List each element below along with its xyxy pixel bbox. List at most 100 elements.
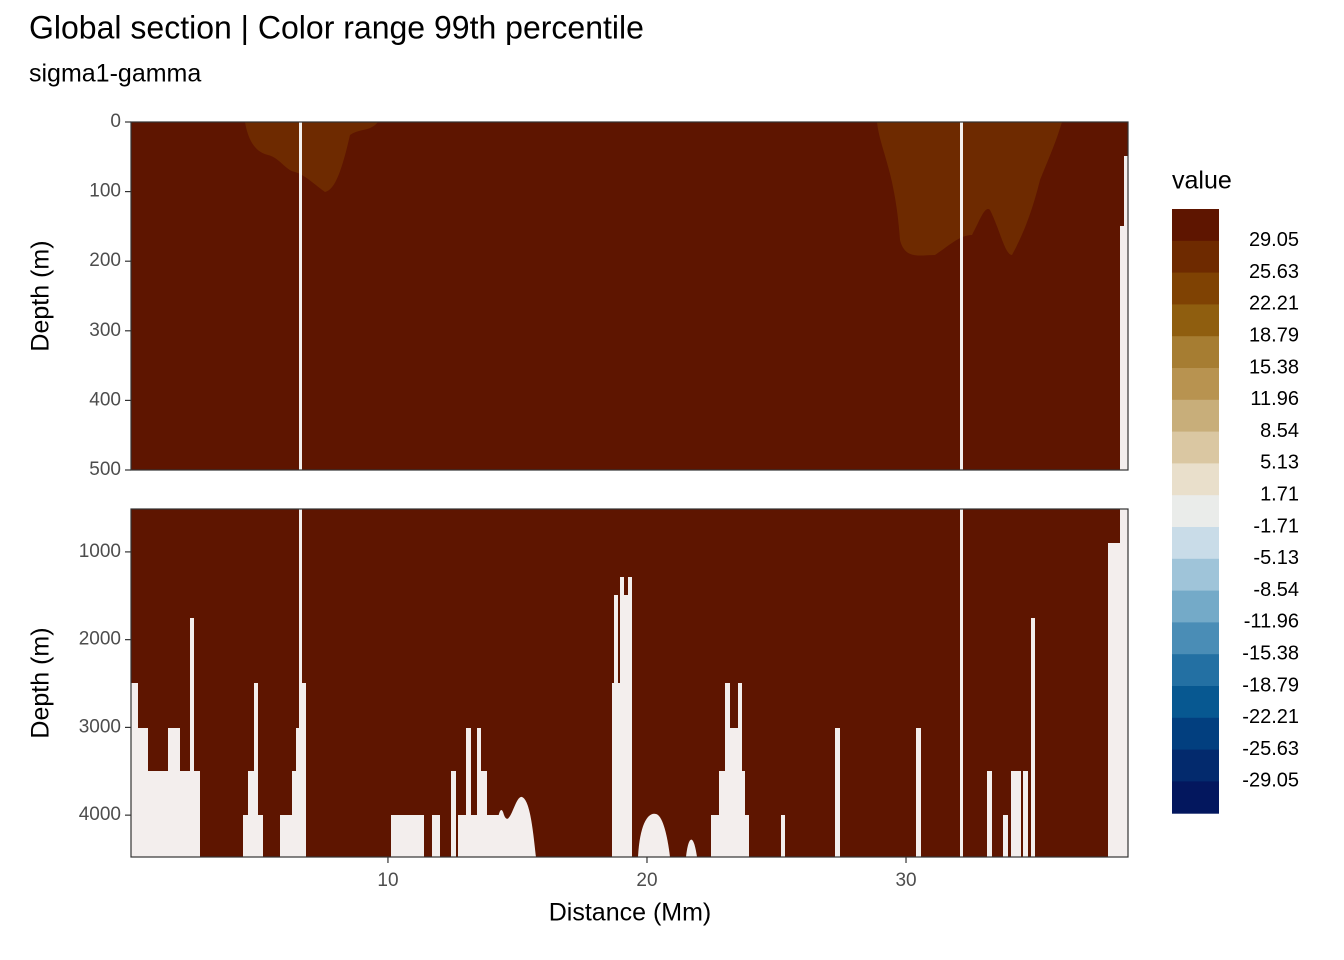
legend-label: -25.63 — [1242, 738, 1299, 760]
legend-swatch — [1172, 654, 1219, 687]
x-tick-label: 20 — [636, 870, 657, 891]
gap — [987, 771, 992, 857]
legend-label: -29.05 — [1242, 770, 1299, 792]
legend-swatch — [1172, 336, 1219, 369]
gap — [302, 683, 306, 857]
legend-swatch — [1172, 686, 1219, 719]
legend-swatch — [1172, 590, 1219, 623]
gap — [725, 683, 730, 857]
y-axis-label: Depth (m) — [27, 627, 55, 738]
gap — [138, 728, 148, 857]
legend-swatch — [1172, 781, 1219, 814]
chart-title: Global section | Color range 99th percen… — [29, 9, 644, 45]
legend-label: -18.79 — [1242, 674, 1299, 696]
legend-swatch — [1172, 304, 1219, 337]
gap — [638, 813, 670, 857]
gap — [471, 815, 477, 857]
x-tick-label: 30 — [895, 870, 916, 891]
gap — [194, 771, 200, 857]
legend-label: -1.71 — [1253, 515, 1299, 537]
gap — [391, 815, 424, 857]
frames: 0 100 200 300 400 500 1000 2000 3000 4000 10 20 30 — [79, 111, 1129, 891]
gap — [451, 771, 456, 857]
legend-swatch — [1172, 622, 1219, 655]
y-tick-label: 100 — [89, 181, 121, 202]
legend-swatch — [1172, 717, 1219, 751]
legend-swatch — [1172, 209, 1219, 242]
y-tick-label: 300 — [89, 320, 121, 341]
gap — [148, 771, 170, 857]
y-tick-label: 400 — [89, 389, 121, 410]
legend-label: -15.38 — [1242, 642, 1299, 664]
legend-label: -22.21 — [1242, 706, 1299, 728]
x-tick-label: 10 — [377, 870, 398, 891]
y-tick-label: 200 — [89, 250, 121, 271]
legend-label: 15.38 — [1249, 356, 1299, 378]
legend-swatch — [1172, 558, 1219, 592]
gap — [614, 595, 618, 695]
gap — [1003, 815, 1008, 857]
gap — [458, 815, 466, 857]
legend-swatch — [1172, 240, 1219, 274]
gap — [190, 618, 194, 857]
legend-label: 1.71 — [1260, 483, 1299, 505]
gap — [1108, 543, 1128, 857]
gap — [299, 122, 302, 470]
legend-title: value — [1172, 167, 1232, 195]
gap — [131, 683, 138, 857]
gap — [628, 577, 632, 687]
gap — [432, 815, 440, 857]
legend-label: 5.13 — [1260, 452, 1299, 474]
gap — [1023, 771, 1028, 857]
gap — [916, 728, 921, 857]
gap — [781, 815, 785, 857]
gap — [1120, 226, 1128, 470]
contour-patch — [877, 122, 1062, 256]
legend-swatch — [1172, 749, 1219, 782]
legend-label: 25.63 — [1249, 261, 1299, 283]
y-tick-label: 1000 — [79, 541, 121, 562]
gap — [481, 771, 487, 857]
panel-border — [130, 508, 1129, 858]
contour-patches — [245, 122, 1062, 256]
gap — [168, 728, 180, 857]
gap — [624, 595, 628, 695]
chart-subtitle: sigma1-gamma — [29, 60, 201, 88]
legend-swatch — [1172, 527, 1219, 560]
y-axis-label: Depth (m) — [27, 240, 55, 351]
legend-label: 18.79 — [1249, 324, 1299, 346]
gap — [1031, 618, 1035, 857]
legend-label: -11.96 — [1244, 611, 1299, 633]
legend-label: -5.13 — [1253, 547, 1299, 569]
legend-swatch — [1172, 463, 1219, 496]
legend-label: 8.54 — [1260, 420, 1299, 442]
gap — [960, 509, 963, 857]
gap — [1011, 771, 1021, 857]
legend-swatch — [1172, 431, 1219, 464]
gap — [248, 771, 254, 857]
gap — [1124, 156, 1128, 236]
gap — [620, 577, 624, 687]
gap — [296, 728, 300, 857]
legend-label: 29.05 — [1249, 229, 1299, 251]
gap — [686, 839, 697, 857]
legend-swatch — [1172, 272, 1219, 305]
legend-label: 22.21 — [1249, 293, 1299, 315]
x-axis-label: Distance (Mm) — [549, 899, 712, 927]
gap — [835, 728, 840, 857]
gap — [299, 509, 302, 857]
panel-border — [130, 121, 1129, 471]
contour-patch — [245, 122, 378, 192]
gap — [612, 683, 632, 857]
legend-label: 11.96 — [1250, 388, 1299, 410]
y-tick-label: 3000 — [79, 716, 121, 737]
gap — [1120, 509, 1128, 549]
legend-swatch — [1172, 399, 1219, 433]
gap — [466, 728, 471, 857]
legend-swatch — [1172, 368, 1219, 401]
gap — [254, 683, 258, 857]
gap — [180, 771, 190, 857]
missing-data — [131, 122, 1128, 857]
y-tick-label: 2000 — [79, 629, 121, 650]
